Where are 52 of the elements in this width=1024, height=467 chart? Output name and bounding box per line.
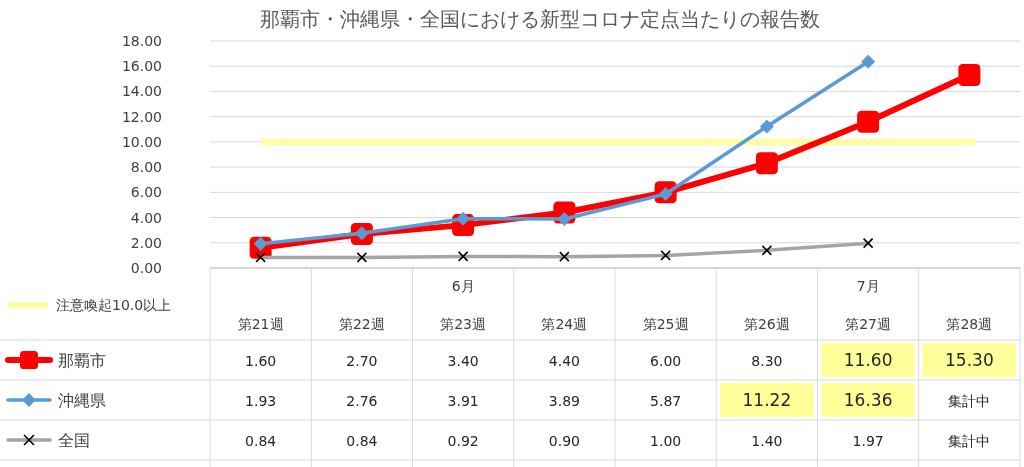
chart-title: 那覇市・沖縄県・全国における新型コロナ定点当たりの報告数 [260,7,820,31]
x-tick-label: 第25週 [642,316,689,332]
data-label: 15.30 [945,350,994,370]
legend-label: 沖縄県 [58,391,106,410]
data-label: 3.40 [447,353,479,369]
y-tick-label: 10.00 [121,133,162,150]
y-tick-label: 16.00 [121,58,162,75]
x-tick-label: 第21週 [237,316,284,332]
category-label: 6月第23週 [440,278,487,332]
data-label: 1.60 [245,353,277,369]
y-tick-label: 2.00 [130,234,162,251]
data-label: 8.30 [751,353,783,369]
y-tick-label: 8.00 [130,159,162,176]
point [857,110,880,133]
data-label: 1.97 [852,433,884,449]
point [861,54,876,69]
data-label: 3.89 [548,393,580,409]
legend-label: 注意喚起10.0以上 [56,297,172,313]
data-label: 11.22 [742,390,792,410]
x-tick-label: 第22週 [338,316,385,332]
point [755,152,778,175]
data-label: 5.87 [650,393,682,409]
data-label: 2.70 [346,353,378,369]
data-label: 16.36 [843,390,893,410]
y-tick-label: 12.00 [121,108,162,125]
data-label: 0.84 [346,433,378,449]
point [958,64,981,87]
x-tick-label: 第28週 [946,316,993,332]
data-label: 6.00 [650,353,682,369]
y-tick-label: 18.00 [121,33,162,49]
text: 集計中 [948,393,991,409]
x-tick-label: 第26週 [743,316,790,332]
data-label: 2.76 [346,393,378,409]
category-label: 7月第27週 [845,278,892,332]
point [759,119,774,134]
data-label: 0.84 [245,433,277,449]
data-label: 11.60 [843,350,893,370]
data-label: 0.92 [447,433,479,449]
data-label: 4.40 [548,353,580,369]
legend-label: 全国 [58,431,90,450]
data-label: 1.00 [650,433,682,449]
y-tick-label: 4.00 [130,209,162,226]
data-label: 1.40 [751,433,783,449]
x-tick-label: 第24週 [541,316,588,332]
text: 集計中 [948,433,991,449]
y-tick-label: 6.00 [130,184,162,201]
data-label: 3.91 [447,393,479,409]
y-tick-label: 0.00 [130,260,162,276]
y-tick-label: 14.00 [121,83,162,100]
data-label: 0.90 [548,433,580,449]
legend-label: 那覇市 [58,351,106,370]
data-label: 1.93 [245,393,277,409]
